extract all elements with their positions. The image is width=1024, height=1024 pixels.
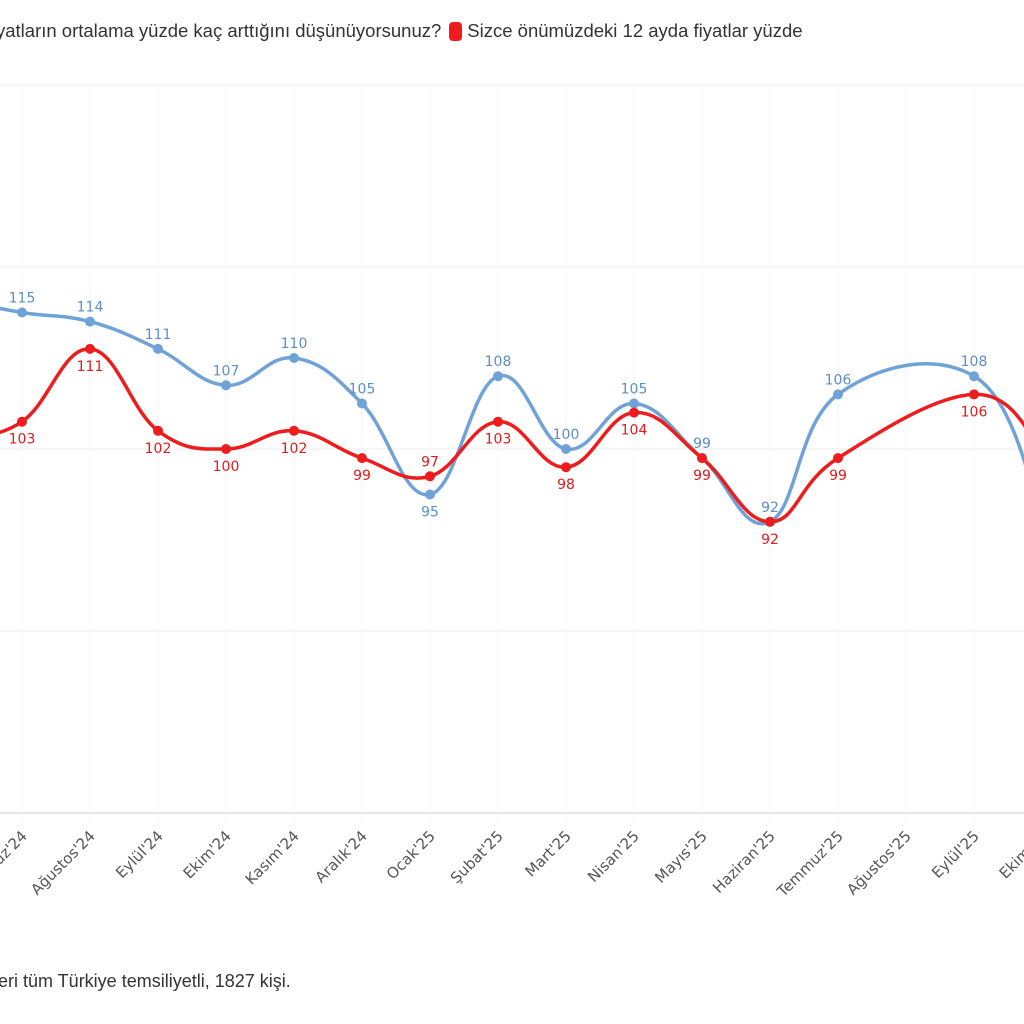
data-point xyxy=(697,453,707,464)
legend-item-series-1[interactable]: yatların ortalama yüzde kaç arttığını dü… xyxy=(0,20,442,41)
data-point xyxy=(85,316,95,327)
data-label: 110 xyxy=(281,336,308,352)
data-point xyxy=(969,389,979,400)
x-tick-label: Ağustos'25 xyxy=(843,827,915,899)
data-label: 105 xyxy=(621,382,648,398)
data-label: 95 xyxy=(421,505,439,521)
data-label: 92 xyxy=(761,532,779,548)
x-tick-label: Kasım'24 xyxy=(242,827,303,888)
data-point xyxy=(357,398,367,409)
data-label: 103 xyxy=(9,432,36,448)
data-point xyxy=(221,380,231,391)
x-tick-label: Mayıs'25 xyxy=(651,827,711,887)
data-label: 108 xyxy=(485,354,512,370)
x-tick-label: Aralık'24 xyxy=(312,827,371,886)
data-label: 111 xyxy=(145,327,172,343)
x-tick-label: Eylül'25 xyxy=(928,827,983,882)
data-label: 99 xyxy=(829,468,847,484)
data-label: 114 xyxy=(77,300,104,316)
data-label: 106 xyxy=(825,372,852,388)
x-tick-label: Eylül'24 xyxy=(112,827,167,882)
legend: yatların ortalama yüzde kaç arttığını dü… xyxy=(0,20,803,42)
data-point xyxy=(561,444,571,454)
data-point xyxy=(561,462,571,473)
x-tick-label: Temmuz'24 xyxy=(0,827,31,901)
x-tick-label: Ekim'25 xyxy=(996,827,1024,882)
data-label: 104 xyxy=(621,423,648,439)
x-tick-label: Ekim'24 xyxy=(180,827,235,882)
data-point xyxy=(493,371,503,382)
data-point xyxy=(85,343,95,354)
data-label: 107 xyxy=(213,363,240,379)
data-point xyxy=(425,489,435,500)
data-point xyxy=(17,307,27,318)
data-point xyxy=(221,444,231,454)
data-point xyxy=(357,453,367,464)
data-label: 99 xyxy=(693,436,711,452)
data-label: 106 xyxy=(961,404,988,420)
data-point xyxy=(833,389,843,400)
legend-marker-series-2 xyxy=(449,21,463,41)
data-point xyxy=(425,471,435,482)
x-tick-label: Şubat'25 xyxy=(447,827,507,887)
data-label: 97 xyxy=(421,454,439,470)
data-point xyxy=(17,416,27,427)
x-tick-label: Ağustos'24 xyxy=(27,827,99,899)
data-label: 108 xyxy=(961,354,988,370)
data-label: 111 xyxy=(77,359,104,375)
data-point xyxy=(765,516,775,527)
data-label: 99 xyxy=(353,468,371,484)
x-tick-label: Nisan'25 xyxy=(584,827,643,886)
data-point xyxy=(833,453,843,464)
data-label: 92 xyxy=(761,500,779,516)
legend-item-series-2[interactable]: Sizce önümüzdeki 12 ayda fiyatlar yüzde xyxy=(467,20,803,41)
footer-note: eri tüm Türkiye temsiliyetli, 1827 kişi. xyxy=(0,971,291,991)
data-label: 115 xyxy=(9,291,36,307)
data-point xyxy=(493,416,503,427)
data-point xyxy=(153,343,163,354)
data-label: 98 xyxy=(557,477,575,493)
data-point xyxy=(289,353,299,363)
data-label: 100 xyxy=(553,427,580,443)
data-label: 100 xyxy=(213,459,240,475)
data-point xyxy=(969,371,979,382)
data-label: 102 xyxy=(145,441,172,457)
data-point xyxy=(153,425,163,436)
data-label: 105 xyxy=(349,382,376,398)
x-tick-label: Ocak'25 xyxy=(383,827,439,883)
data-point xyxy=(629,398,639,409)
data-label: 103 xyxy=(485,432,512,448)
data-point xyxy=(289,425,299,436)
x-tick-label: Haziran'25 xyxy=(709,827,779,897)
data-label: 102 xyxy=(281,441,308,457)
x-tick-label: Temmuz'25 xyxy=(773,827,847,901)
x-tick-label: Mart'25 xyxy=(522,827,575,880)
data-point xyxy=(629,407,639,418)
data-label: 99 xyxy=(693,468,711,484)
